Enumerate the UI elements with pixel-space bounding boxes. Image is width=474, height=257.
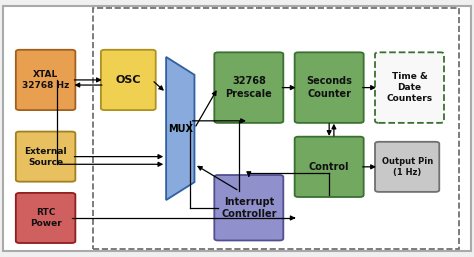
FancyBboxPatch shape — [295, 52, 364, 123]
Text: Output Pin
(1 Hz): Output Pin (1 Hz) — [382, 157, 433, 177]
Polygon shape — [166, 57, 194, 200]
Text: External
Source: External Source — [24, 146, 67, 167]
FancyBboxPatch shape — [375, 142, 439, 192]
FancyBboxPatch shape — [214, 52, 283, 123]
FancyBboxPatch shape — [101, 50, 156, 110]
Text: RTC
Power: RTC Power — [30, 208, 62, 228]
Text: Seconds
Counter: Seconds Counter — [306, 76, 352, 99]
Text: Time &
Date
Counters: Time & Date Counters — [386, 72, 433, 103]
Text: XTAL
32768 Hz: XTAL 32768 Hz — [22, 70, 69, 90]
Text: Interrupt
Controller: Interrupt Controller — [221, 197, 276, 219]
Text: MUX: MUX — [168, 124, 193, 133]
FancyBboxPatch shape — [16, 50, 75, 110]
Text: OSC: OSC — [116, 75, 141, 85]
FancyBboxPatch shape — [295, 137, 364, 197]
FancyBboxPatch shape — [3, 6, 471, 251]
Text: Control: Control — [309, 162, 349, 172]
FancyBboxPatch shape — [375, 52, 444, 123]
Text: 32768
Prescale: 32768 Prescale — [226, 76, 272, 99]
FancyBboxPatch shape — [214, 175, 283, 241]
FancyBboxPatch shape — [16, 193, 75, 243]
FancyBboxPatch shape — [16, 132, 75, 182]
